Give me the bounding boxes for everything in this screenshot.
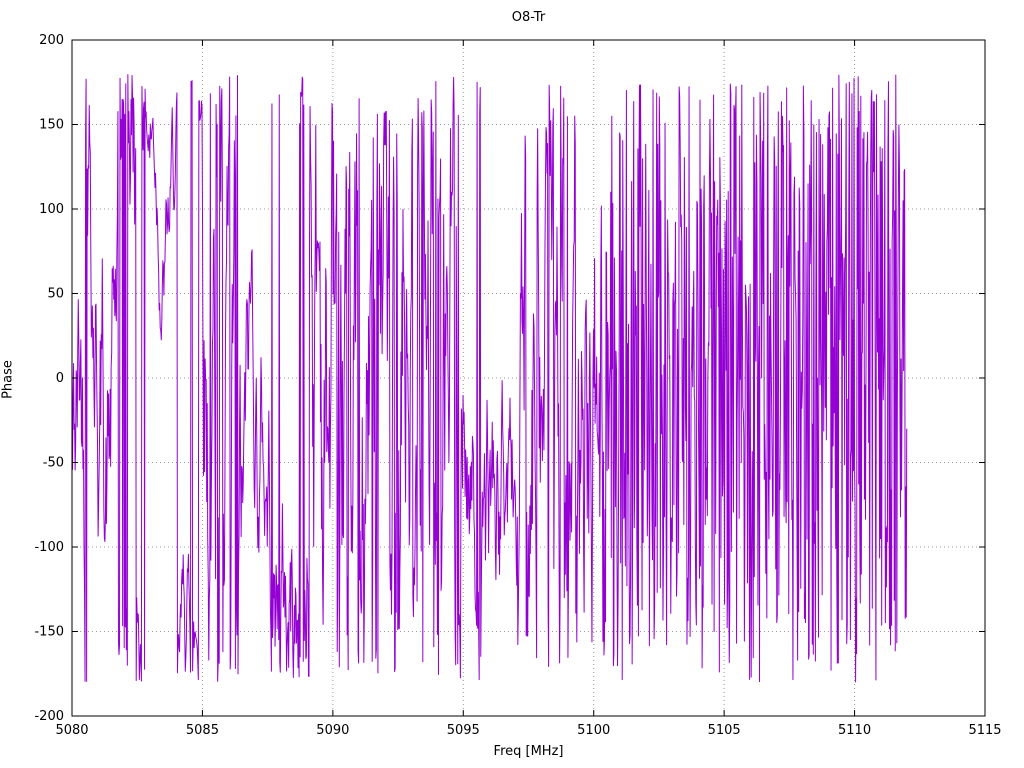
y-axis-label: Phase xyxy=(0,360,16,399)
x-tick-label: 5085 xyxy=(186,723,219,738)
x-axis-label: Freq [MHz] xyxy=(493,744,564,759)
x-tick-label: 5110 xyxy=(838,723,871,738)
x-tick-label: 5100 xyxy=(577,723,610,738)
x-tick-label: 5090 xyxy=(316,723,349,738)
y-tick-label: 150 xyxy=(39,118,64,133)
y-tick-label: -100 xyxy=(34,540,64,555)
y-tick-label: -200 xyxy=(34,709,64,724)
y-tick-label: -50 xyxy=(43,456,64,471)
y-tick-label: 50 xyxy=(47,287,64,302)
y-tick-label: 100 xyxy=(39,202,64,217)
x-tick-label: 5080 xyxy=(55,723,88,738)
phase-trace xyxy=(71,74,908,683)
x-tick-label: 5115 xyxy=(968,723,1001,738)
y-tick-label: 200 xyxy=(39,33,64,48)
x-tick-label: 5105 xyxy=(708,723,741,738)
y-tick-label: 0 xyxy=(56,371,64,386)
chart-title: O8-Tr xyxy=(511,10,546,25)
y-tick-label: -150 xyxy=(34,625,64,640)
x-tick-label: 5095 xyxy=(447,723,480,738)
